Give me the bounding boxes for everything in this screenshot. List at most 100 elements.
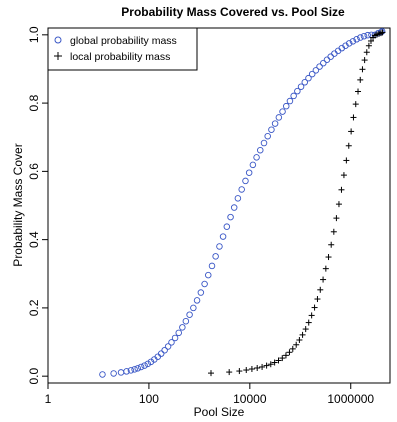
local-point-35 [348,128,355,135]
local-point-6 [259,363,266,370]
global-point-7 [137,363,145,371]
y-tick-label-1: 0.2 [27,299,41,316]
local-point-8 [267,361,274,368]
local-point-38 [355,88,362,95]
local-point-31 [338,186,345,193]
local-point-37 [352,101,359,108]
global-point-30 [219,233,227,240]
global-point-53 [305,74,312,82]
local-point-30 [335,201,342,208]
global-point-35 [238,186,245,193]
global-point-6 [134,365,141,372]
chart-title: Probability Mass Covered vs. Pool Size [121,5,345,19]
global-point-0 [99,371,106,378]
x-tick-label-3: 1000000 [327,392,374,406]
local-point-27 [328,241,335,248]
global-point-33 [230,204,238,211]
global-point-34 [234,195,242,202]
x-tick-label-0: 1 [45,392,52,406]
local-point-28 [330,228,337,235]
global-point-45 [275,114,283,121]
global-point-23 [193,297,201,304]
y-axis: 0.0 0.2 0.4 0.6 0.8 1.0 [27,26,48,385]
global-point-16 [168,339,175,346]
plot-area [47,27,391,384]
series-layer [99,28,386,378]
local-point-2 [236,368,243,375]
local-point-19 [305,319,312,326]
local-point-44 [367,37,374,44]
global-point-48 [286,97,294,105]
local-point-3 [243,367,250,374]
global-point-43 [268,126,275,133]
local-point-29 [333,215,340,222]
local-point-5 [254,364,261,371]
global-point-8 [141,362,148,369]
y-axis-label: Probability Mass Cover [11,143,25,266]
legend-label-local: local probability mass [70,51,170,63]
global-point-4 [127,367,135,374]
global-point-42 [264,132,271,140]
global-point-69 [364,31,371,39]
series-1 [207,29,386,377]
local-point-13 [286,349,293,356]
local-point-23 [317,286,324,293]
y-tick-label-0: 0.0 [27,368,41,385]
global-point-17 [171,334,179,342]
global-point-47 [282,102,290,110]
global-point-49 [290,92,297,100]
global-point-68 [360,32,368,40]
local-point-17 [299,331,306,338]
local-point-41 [361,57,368,64]
global-point-24 [197,289,205,296]
local-point-39 [357,76,364,83]
global-point-18 [175,329,182,337]
global-point-59 [327,53,334,60]
global-point-52 [301,79,309,86]
global-point-50 [294,87,301,95]
global-point-32 [227,213,234,221]
global-point-31 [223,223,231,230]
global-point-56 [316,63,323,70]
global-point-14 [161,346,168,354]
legend-marker-local [54,52,62,60]
global-point-37 [245,169,253,176]
local-point-34 [345,142,352,149]
local-point-33 [343,157,350,164]
local-point-26 [325,254,332,261]
legend-label-global: global probability mass [70,35,177,47]
x-tick-label-1: 100 [139,392,159,406]
global-point-46 [279,108,286,115]
local-point-12 [282,352,289,359]
local-point-49 [377,30,384,37]
global-point-2 [117,369,125,376]
local-point-7 [263,362,270,369]
y-tick-label-2: 0.4 [27,231,41,248]
local-point-21 [311,304,318,311]
global-point-39 [253,154,260,161]
global-point-22 [190,304,197,312]
global-point-21 [186,311,193,318]
local-point-42 [363,49,370,56]
local-point-50 [379,29,386,36]
global-point-19 [179,324,186,331]
global-point-3 [123,368,130,375]
local-point-4 [248,366,255,373]
local-point-22 [314,296,321,303]
global-point-26 [205,271,212,279]
local-point-43 [365,42,372,49]
global-point-44 [271,120,279,127]
global-point-41 [260,139,268,147]
global-point-13 [157,350,165,357]
legend: global probability mass local probabilit… [47,27,198,71]
local-point-32 [340,172,347,179]
local-point-1 [226,369,233,376]
global-point-28 [212,253,219,260]
global-point-20 [182,317,190,325]
global-point-29 [216,243,223,250]
series-0 [99,28,386,378]
y-tick-label-3: 0.6 [27,163,41,180]
local-point-14 [289,345,296,352]
global-point-64 [345,40,353,47]
